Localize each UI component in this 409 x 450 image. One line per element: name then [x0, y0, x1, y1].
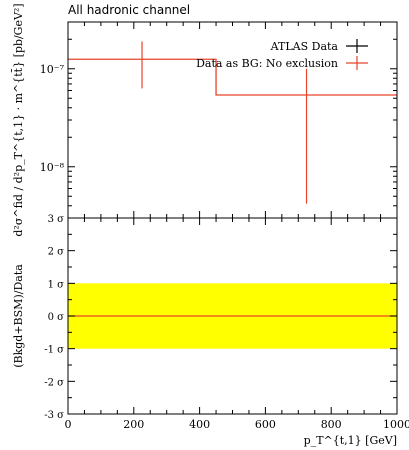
main-y-axis-label-text: d²σ^fid / d²p_T^{t,1} · m^{tt̄} [pb/GeV²…: [12, 3, 25, 236]
x-tick-label-1: 0: [65, 418, 72, 431]
ratio-y-tick-label-1: 3 σ: [48, 214, 65, 225]
main-y-tick-label-2: 10⁻⁸: [40, 161, 65, 174]
ratio-y-axis-label-text: (Bkgd+BSM)/Data: [12, 264, 25, 368]
ratio-y-tick-label-2: 2 σ: [48, 247, 65, 258]
x-axis-label: p_T^{t,1} [GeV]: [304, 434, 397, 447]
x-tick-label-6: 1000: [383, 418, 409, 431]
main-plot-frame: [67, 21, 398, 219]
ratio-y-tick-label-6: -2 σ: [44, 377, 64, 388]
ratio-y-tick-label-4: 0 σ: [48, 312, 65, 323]
ratio-y-tick-label-3: 1 σ: [48, 279, 65, 290]
ratio-y-tick-label-5: -1 σ: [44, 345, 64, 356]
main-y-axis-label: d²σ^fid / d²p_T^{t,1} · m^{tt̄} [pb/GeV²…: [12, 3, 25, 236]
x-tick-label-3: 400: [189, 418, 210, 431]
legend-label-atlas-data: ATLAS Data: [270, 40, 339, 53]
main-y-tick-label-1: 10⁻⁷: [40, 63, 65, 76]
x-tick-label-5: 800: [321, 418, 342, 431]
chart-title: All hadronic channel: [68, 3, 190, 17]
x-tick-label-2: 200: [123, 418, 144, 431]
x-tick-label-4: 600: [255, 418, 276, 431]
ratio-y-tick-label-7: -3 σ: [44, 410, 64, 421]
legend-label-data-as-bg: Data as BG: No exclusion: [196, 57, 338, 70]
ratio-y-axis-label: (Bkgd+BSM)/Data: [12, 264, 25, 368]
